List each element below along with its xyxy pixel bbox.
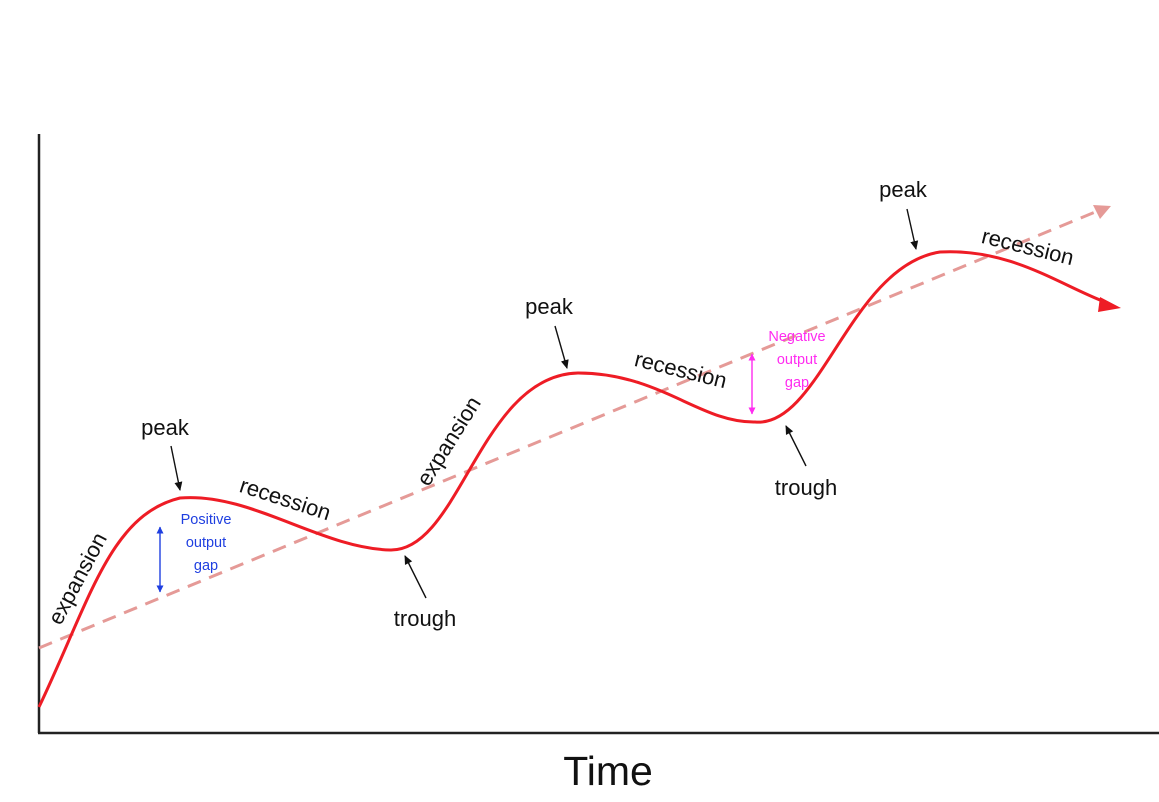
peak-label-3: peak bbox=[879, 177, 928, 202]
expansion-label-2: expansion bbox=[411, 392, 485, 490]
trend-line bbox=[38, 208, 1101, 650]
trough-label-2: trough bbox=[775, 475, 837, 500]
expansion-label-1: expansion bbox=[43, 528, 112, 628]
trough-pointer-1 bbox=[404, 555, 427, 599]
peak-pointer-1 bbox=[170, 445, 183, 491]
curve-arrowhead bbox=[1098, 297, 1121, 312]
peak-label-1: peak bbox=[141, 415, 190, 440]
peak-label-2: peak bbox=[525, 294, 574, 319]
recession-label-1: recession bbox=[237, 472, 334, 525]
peak-pointer-3 bbox=[906, 208, 919, 250]
peak-pointer-2 bbox=[554, 325, 569, 369]
positive-gap-line3: gap bbox=[194, 558, 218, 574]
x-axis-title: Time bbox=[563, 748, 653, 794]
trough-pointer-2 bbox=[785, 425, 807, 467]
positive-gap-line1: Positive bbox=[181, 512, 232, 528]
business-cycle-curve bbox=[37, 250, 1106, 708]
negative-gap-line1: Negative bbox=[768, 329, 825, 345]
recession-label-3: recession bbox=[979, 223, 1076, 270]
positive-gap-line2: output bbox=[186, 535, 226, 551]
negative-gap-line3: gap bbox=[785, 375, 809, 391]
trend-arrowhead bbox=[1093, 205, 1111, 219]
negative-gap-line2: output bbox=[777, 352, 817, 368]
trough-label-1: trough bbox=[394, 606, 456, 631]
